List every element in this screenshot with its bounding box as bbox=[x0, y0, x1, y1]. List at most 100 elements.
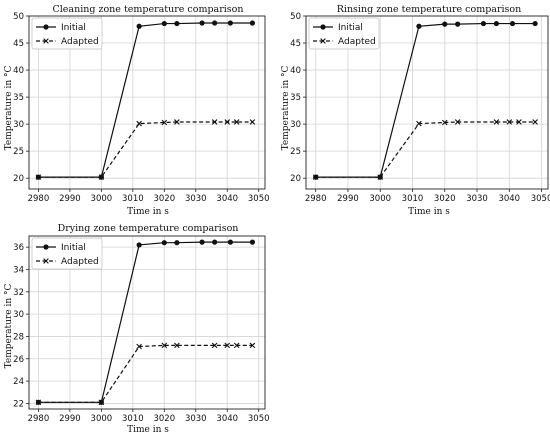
y-tick-label: 40 bbox=[290, 66, 301, 76]
data-point bbox=[136, 242, 142, 248]
y-tick-label: 20 bbox=[13, 174, 24, 184]
legend-label: Initial bbox=[338, 23, 363, 33]
x-tick-label: 2980 bbox=[28, 414, 50, 424]
data-point bbox=[442, 21, 448, 27]
y-tick-label: 30 bbox=[13, 120, 24, 130]
data-point bbox=[98, 399, 105, 406]
chart-title: Rinsing zone temperature comparison bbox=[337, 4, 522, 15]
plot-frame bbox=[28, 15, 266, 190]
grid bbox=[306, 15, 548, 189]
legend: Initial Adapted bbox=[31, 237, 103, 270]
y-tick-label: 32 bbox=[13, 288, 24, 298]
y-tick-label: 40 bbox=[13, 66, 24, 76]
data-point bbox=[377, 174, 384, 180]
data-point bbox=[35, 399, 42, 406]
plot-frame bbox=[28, 235, 266, 410]
legend-label: Initial bbox=[61, 23, 86, 33]
y-axis-label: Temperature in °C bbox=[281, 66, 291, 151]
y-axis-label: Temperature in °C bbox=[4, 284, 14, 369]
data-point bbox=[233, 119, 240, 125]
data-point bbox=[136, 120, 142, 127]
data-point bbox=[312, 174, 319, 180]
data-point bbox=[493, 20, 499, 27]
y-tick-label: 30 bbox=[290, 120, 301, 130]
data-point bbox=[532, 119, 538, 125]
data-point bbox=[532, 20, 538, 27]
data-point bbox=[98, 174, 105, 180]
x-tick-label: 3000 bbox=[91, 414, 113, 424]
x-tick-label: 3050 bbox=[248, 414, 270, 424]
data-point bbox=[199, 20, 205, 26]
x-tick-label: 3040 bbox=[498, 194, 520, 204]
x-tick-label: 2990 bbox=[59, 414, 81, 424]
y-tick-label: 50 bbox=[290, 12, 301, 22]
legend-marker bbox=[43, 38, 49, 44]
y-tick-label: 35 bbox=[13, 93, 24, 103]
y-tick-label: 28 bbox=[13, 332, 24, 342]
x-tick-label: 3030 bbox=[185, 414, 207, 424]
y-axis-label: Temperature in °C bbox=[4, 66, 14, 151]
x-tick-label: 3010 bbox=[402, 194, 424, 204]
x-tick-label: 3000 bbox=[369, 194, 391, 204]
cleaning-zone-chart: Cleaning zone temperature comparison Tim… bbox=[4, 4, 270, 217]
legend: Initial Adapted bbox=[308, 17, 380, 50]
series-line-adapted bbox=[315, 121, 536, 178]
drying-zone-chart: Drying zone temperature comparison Time … bbox=[4, 223, 270, 435]
data-point bbox=[174, 342, 180, 349]
legend-label: Adapted bbox=[338, 37, 376, 47]
data-point bbox=[227, 239, 233, 245]
x-tick-label: 3050 bbox=[531, 194, 550, 204]
chart-title: Drying zone temperature comparison bbox=[58, 223, 239, 234]
y-tick-label: 34 bbox=[13, 265, 24, 275]
legend-label: Initial bbox=[61, 243, 86, 253]
x-tick-label: 3010 bbox=[122, 414, 144, 424]
data-point bbox=[480, 20, 487, 27]
legend: Initial Adapted bbox=[31, 17, 103, 50]
y-tick-label: 22 bbox=[13, 399, 24, 409]
legend-label: Adapted bbox=[61, 257, 99, 267]
data-point bbox=[233, 342, 240, 349]
series-line-adapted bbox=[38, 344, 253, 403]
data-point bbox=[212, 239, 218, 245]
legend-marker bbox=[43, 258, 49, 264]
data-point bbox=[174, 119, 180, 125]
data-point bbox=[224, 119, 231, 125]
y-tick-label: 25 bbox=[290, 147, 301, 157]
x-tick-label: 3030 bbox=[466, 194, 488, 204]
x-axis-label: Time in s bbox=[408, 207, 450, 217]
x-tick-label: 2980 bbox=[305, 194, 327, 204]
x-tick-label: 2990 bbox=[337, 194, 359, 204]
grid bbox=[29, 15, 265, 189]
y-tick-label: 24 bbox=[13, 377, 24, 387]
data-point bbox=[199, 239, 205, 245]
x-tick-label: 3000 bbox=[91, 194, 113, 204]
y-tick-label: 36 bbox=[13, 243, 24, 253]
x-tick-label: 3020 bbox=[153, 194, 175, 204]
legend-marker bbox=[320, 38, 326, 44]
y-tick-label: 45 bbox=[13, 39, 24, 49]
data-point bbox=[249, 239, 256, 245]
series-line-adapted bbox=[38, 121, 253, 178]
data-point bbox=[174, 240, 180, 246]
x-tick-label: 3010 bbox=[122, 194, 144, 204]
data-point bbox=[509, 20, 516, 27]
data-point bbox=[161, 342, 168, 349]
data-point bbox=[212, 20, 218, 26]
x-tick-label: 3020 bbox=[434, 194, 456, 204]
x-tick-label: 3020 bbox=[153, 414, 175, 424]
data-point bbox=[454, 119, 461, 125]
y-tick-label: 20 bbox=[290, 174, 301, 184]
data-point bbox=[416, 120, 422, 127]
y-tick-label: 50 bbox=[13, 12, 24, 22]
plot-frame bbox=[305, 15, 549, 190]
y-tick-label: 45 bbox=[290, 39, 301, 49]
y-tick-label: 25 bbox=[13, 147, 24, 157]
data-point bbox=[493, 119, 500, 125]
data-point bbox=[211, 342, 218, 349]
data-point bbox=[161, 20, 167, 27]
x-tick-label: 2990 bbox=[59, 194, 81, 204]
data-point bbox=[249, 20, 256, 26]
data-point bbox=[416, 23, 422, 29]
legend-label: Adapted bbox=[61, 37, 99, 47]
grid bbox=[29, 236, 265, 409]
